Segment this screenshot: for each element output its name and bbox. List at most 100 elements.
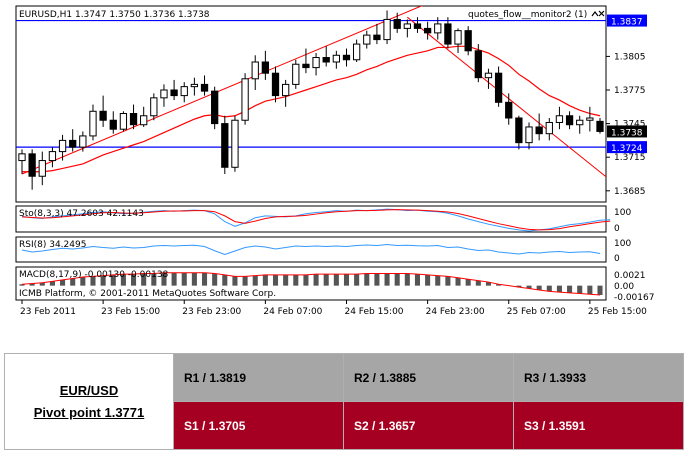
subpanel-series-line (21, 209, 611, 231)
close-icon (598, 10, 605, 17)
subpanel-series-line (21, 243, 601, 256)
candle-body (576, 119, 584, 126)
candle-body (48, 151, 57, 162)
candle-body (464, 30, 472, 52)
candle-body (363, 34, 371, 45)
time-tick-label: 23 Feb 2011 (20, 307, 76, 317)
candle-body (221, 123, 229, 168)
candle-body (586, 117, 594, 121)
subpanel-label: Sto(8,3,3) 47.2603 42.1143 (19, 209, 144, 219)
resistance-row: EUR/USD Pivot point 1.3771 R1 / 1.3819 R… (4, 353, 684, 450)
candle-body (200, 83, 209, 92)
s2-cell: S2 / 1.3657 (343, 401, 514, 450)
candle-body (434, 23, 442, 34)
subpanel-frame (15, 236, 607, 263)
candle-body (28, 153, 36, 177)
time-tick-label: 24 Feb 23:00 (426, 307, 485, 317)
candle-body (596, 120, 604, 132)
candle-body (282, 83, 290, 97)
main-panel-frame (15, 5, 607, 203)
candle-body (89, 110, 97, 137)
candle-body (58, 139, 67, 153)
candle-body (545, 121, 553, 135)
r1-cell: R1 / 1.3819 (173, 353, 344, 402)
support-row: S1 / 1.3705 S2 / 1.3657 S3 / 1.3591 (5, 401, 684, 450)
candle-body (79, 135, 87, 148)
price-badge (607, 141, 647, 154)
candle-body (241, 78, 249, 121)
candle-body (525, 126, 533, 144)
candle-body (271, 72, 280, 97)
candle-body (251, 61, 259, 80)
subpanel-label: MACD(8,17,9) -0.00130 -0.00138 (19, 270, 169, 280)
candle-body (403, 23, 411, 29)
watermark-label: ICMB Platform, © 2001-2011 MetaQuotes So… (19, 289, 276, 299)
candle-body (444, 23, 452, 45)
candle-body (322, 57, 330, 63)
candle-body (423, 27, 432, 34)
subpanel-series-line (21, 208, 611, 232)
r3-cell: R3 / 1.3933 (513, 353, 684, 402)
candle-body (150, 97, 158, 117)
pivot-point-label: Pivot point 1.3771 (33, 404, 145, 420)
candle-body (119, 113, 128, 130)
candle-body (190, 83, 199, 88)
r2-cell: R2 / 1.3885 (343, 353, 514, 402)
candle-body (565, 115, 574, 126)
subpanel-tick-label: 0 (614, 224, 620, 234)
s1-cell: S1 / 1.3705 (173, 401, 344, 450)
candle-body (231, 119, 239, 168)
price-tick-label: 1.3745 (614, 120, 646, 130)
time-tick-label: 25 Feb 15:00 (588, 307, 647, 317)
candle-body (170, 89, 178, 97)
subpanel-tick-label: -0.00167 (614, 293, 654, 303)
subpanel-tick-label: 0.0021 (614, 271, 646, 281)
subpanel-label: RSI(8) 34.2495 (19, 240, 86, 250)
candle-body (18, 153, 26, 162)
candle-body (555, 115, 564, 123)
candle-body (393, 18, 401, 29)
chevron-up-icon (591, 11, 599, 17)
candle-body (109, 119, 117, 130)
pivot-title-cell: EUR/USD Pivot point 1.3771 (4, 353, 174, 450)
candle-body (69, 139, 77, 148)
candle-body (494, 72, 503, 103)
price-badge-label: 1.3724 (611, 144, 643, 154)
candle-body (129, 113, 138, 126)
candle-body (261, 61, 270, 74)
candle-body (180, 86, 188, 97)
candle-body (515, 117, 523, 144)
candle-body (292, 63, 300, 85)
subpanel-series-line (21, 272, 601, 296)
subpanel-tick-label: 100 (614, 208, 631, 218)
subpanel-tick-label: 0.00 (614, 282, 634, 292)
candle-body (383, 18, 391, 41)
candle-body (505, 101, 513, 119)
price-tick-label: 1.3685 (614, 187, 646, 197)
time-tick-label: 23 Feb 15:00 (101, 307, 160, 317)
subpanel-tick-label: 100 (614, 239, 631, 249)
candle-body (140, 115, 148, 126)
price-tick-label: 1.3805 (614, 52, 646, 62)
symbol-header: EURUSD,H1 1.3747 1.3750 1.3736 1.3738 (19, 10, 210, 20)
price-tick-label: 1.3715 (614, 153, 646, 163)
candle-body (332, 54, 340, 63)
candle-body (99, 110, 107, 121)
subpanel-tick-label: 0 (614, 254, 620, 264)
moving-average-line (22, 45, 601, 173)
candle-body (312, 57, 320, 69)
candle-body (352, 43, 361, 61)
candle-body (474, 50, 482, 79)
s3-cell: S3 / 1.3591 (513, 401, 684, 450)
candle-body (373, 34, 381, 41)
candle-body (160, 89, 168, 99)
candle-body (535, 126, 543, 135)
time-tick-label: 25 Feb 07:00 (507, 307, 566, 317)
candle-body (38, 160, 46, 177)
candle-body (413, 23, 422, 29)
candle-body (484, 72, 493, 79)
candle-body (211, 90, 219, 125)
price-badge (607, 125, 647, 138)
pivot-table: EUR/USD Pivot point 1.3771 R1 / 1.3819 R… (4, 353, 684, 450)
price-chart[interactable]: EURUSD,H1 1.3747 1.3750 1.3736 1.3738 quo… (0, 0, 688, 330)
